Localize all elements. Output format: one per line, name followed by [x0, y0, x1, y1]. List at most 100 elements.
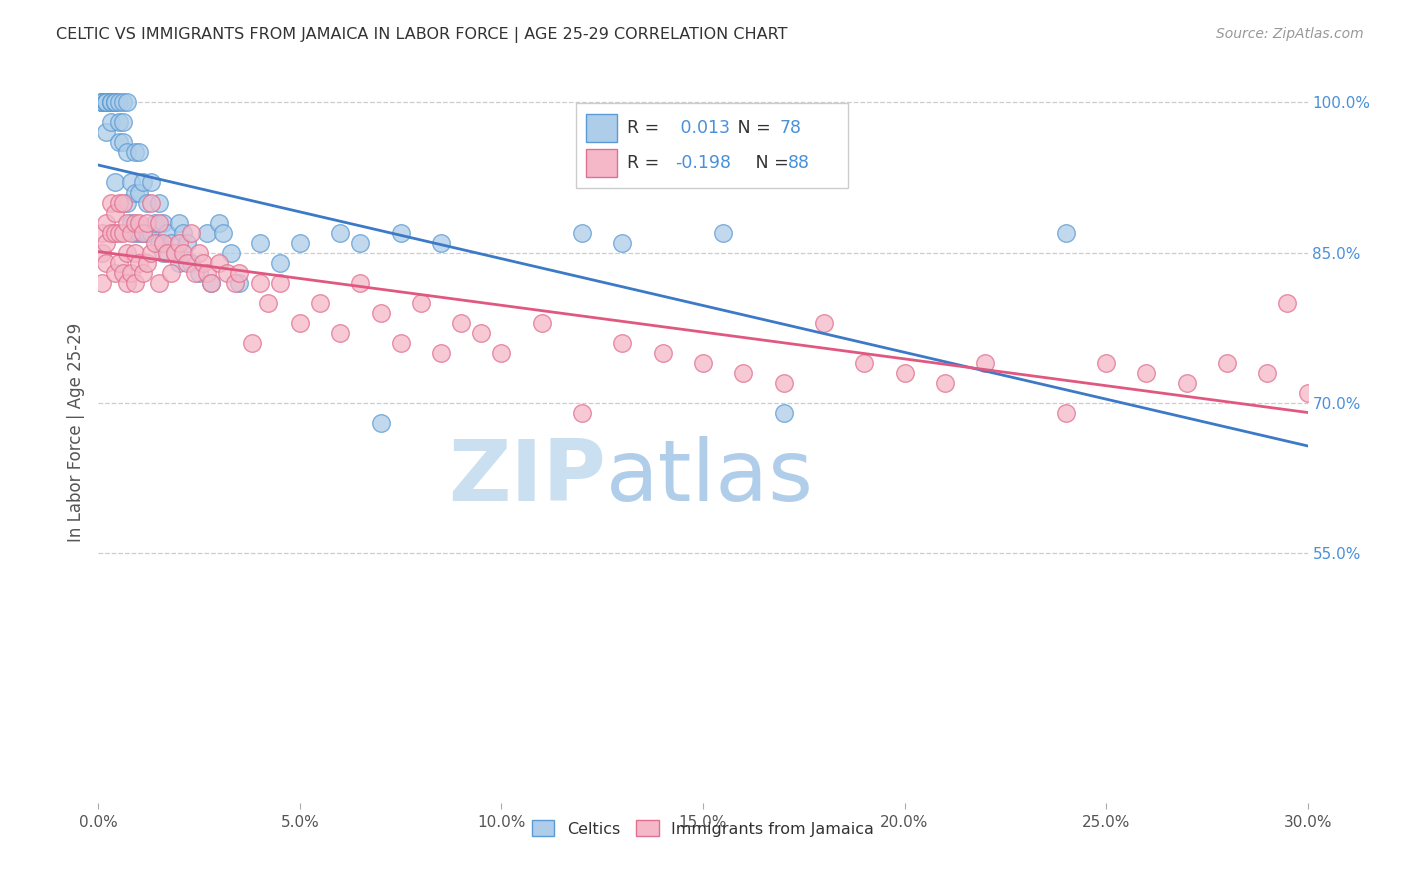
- Point: [139, 176, 162, 190]
- Point: [124, 145, 146, 160]
- Point: [96, 215, 118, 229]
- Point: [139, 226, 162, 240]
- Point: [96, 235, 118, 250]
- Point: [107, 255, 129, 269]
- Point: [256, 295, 278, 310]
- Point: [132, 176, 155, 190]
- Point: [813, 316, 835, 330]
- Point: [103, 95, 125, 110]
- Point: [128, 215, 150, 229]
- Point: [111, 115, 134, 129]
- Point: [143, 235, 166, 250]
- Point: [188, 266, 211, 280]
- Point: [96, 95, 118, 110]
- Text: R =: R =: [627, 154, 665, 172]
- Text: CELTIC VS IMMIGRANTS FROM JAMAICA IN LABOR FORCE | AGE 25-29 CORRELATION CHART: CELTIC VS IMMIGRANTS FROM JAMAICA IN LAB…: [56, 27, 787, 43]
- Point: [1095, 355, 1118, 369]
- Point: [152, 235, 174, 250]
- Point: [853, 355, 876, 369]
- Point: [188, 245, 211, 260]
- Point: [100, 95, 122, 110]
- Point: [96, 255, 118, 269]
- Point: [269, 276, 291, 290]
- Point: [148, 215, 170, 229]
- Text: 78: 78: [779, 120, 801, 137]
- Point: [100, 95, 122, 110]
- Point: [152, 215, 174, 229]
- Point: [124, 276, 146, 290]
- Point: [148, 276, 170, 290]
- Point: [163, 245, 186, 260]
- Point: [195, 226, 218, 240]
- Point: [163, 245, 186, 260]
- Point: [160, 235, 183, 250]
- FancyBboxPatch shape: [576, 103, 848, 188]
- Point: [571, 406, 593, 420]
- Point: [470, 326, 492, 340]
- Point: [240, 335, 263, 350]
- Point: [180, 226, 202, 240]
- Point: [772, 406, 794, 420]
- Point: [212, 226, 235, 240]
- Point: [309, 295, 332, 310]
- Point: [193, 255, 215, 269]
- Point: [115, 145, 138, 160]
- Point: [491, 345, 513, 359]
- Point: [152, 245, 174, 260]
- Point: [288, 316, 311, 330]
- Point: [111, 195, 134, 210]
- Point: [103, 266, 125, 280]
- Point: [893, 366, 915, 380]
- Point: [115, 95, 138, 110]
- Y-axis label: In Labor Force | Age 25-29: In Labor Force | Age 25-29: [66, 323, 84, 542]
- Point: [115, 195, 138, 210]
- Point: [135, 255, 157, 269]
- Point: [111, 95, 134, 110]
- Point: [200, 276, 222, 290]
- Point: [288, 235, 311, 250]
- Point: [103, 176, 125, 190]
- Point: [409, 295, 432, 310]
- Point: [128, 255, 150, 269]
- Point: [1054, 406, 1077, 420]
- Point: [128, 226, 150, 240]
- Point: [91, 95, 114, 110]
- Point: [370, 305, 392, 319]
- Point: [132, 226, 155, 240]
- Point: [389, 226, 412, 240]
- Point: [195, 266, 218, 280]
- Point: [111, 226, 134, 240]
- Point: [91, 95, 114, 110]
- Point: [139, 245, 162, 260]
- Point: [349, 235, 371, 250]
- Point: [139, 195, 162, 210]
- Text: R =: R =: [627, 120, 665, 137]
- Point: [974, 355, 997, 369]
- Point: [124, 245, 146, 260]
- Point: [111, 266, 134, 280]
- Text: N =: N =: [721, 120, 776, 137]
- Point: [91, 95, 114, 110]
- Point: [329, 326, 352, 340]
- Point: [96, 95, 118, 110]
- Point: [176, 235, 198, 250]
- FancyBboxPatch shape: [586, 149, 617, 178]
- Point: [156, 245, 179, 260]
- Point: [107, 115, 129, 129]
- Point: [167, 255, 190, 269]
- Point: [91, 95, 114, 110]
- Point: [100, 195, 122, 210]
- Point: [103, 95, 125, 110]
- Point: [1135, 366, 1157, 380]
- Point: [107, 136, 129, 150]
- Point: [143, 215, 166, 229]
- Legend: Celtics, Immigrants from Jamaica: Celtics, Immigrants from Jamaica: [526, 814, 880, 843]
- Point: [167, 215, 190, 229]
- Point: [934, 376, 956, 390]
- Point: [430, 345, 453, 359]
- Point: [217, 266, 239, 280]
- Point: [100, 226, 122, 240]
- Point: [128, 186, 150, 200]
- Point: [530, 316, 553, 330]
- Point: [172, 245, 194, 260]
